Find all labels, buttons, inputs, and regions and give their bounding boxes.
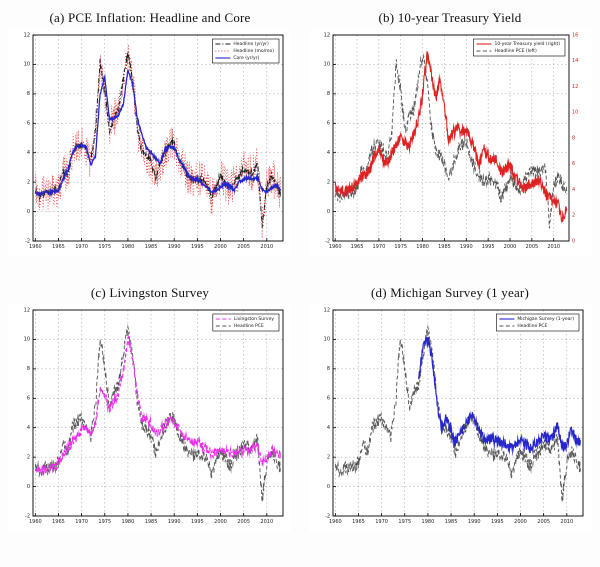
chart-d-title: (d) Michigan Survey (1 year): [371, 285, 529, 300]
chart-c-canvas: [9, 304, 291, 532]
panel-a: (a) PCE Inflation: Headline and Core: [0, 10, 300, 257]
chart-a-canvas: [9, 29, 291, 257]
panel-c: (c) Livingston Survey: [0, 285, 300, 532]
chart-a-title: (a) PCE Inflation: Headline and Core: [49, 10, 251, 25]
panel-d: (d) Michigan Survey (1 year): [300, 285, 600, 532]
chart-d-canvas: [309, 304, 591, 532]
figure-grid: (a) PCE Inflation: Headline and Core (b)…: [0, 10, 600, 532]
panel-b: (b) 10-year Treasury Yield: [300, 10, 600, 257]
chart-b-title: (b) 10-year Treasury Yield: [378, 10, 522, 25]
chart-c-title: (c) Livingston Survey: [90, 285, 210, 300]
chart-b-canvas: [309, 29, 591, 257]
